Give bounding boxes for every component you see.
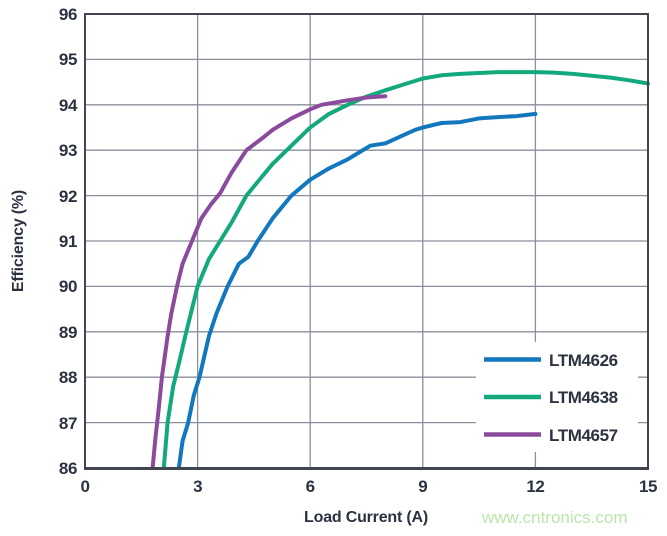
y-tick-label: 94: [58, 95, 78, 115]
y-tick-label: 86: [58, 459, 78, 478]
watermark: www.cntronics.com: [482, 508, 628, 527]
x-axis-title: Load Current (A): [304, 509, 428, 526]
y-tick-label: 93: [58, 141, 78, 161]
legend-label-LTM4626: LTM4626: [549, 350, 618, 370]
x-tick-label: 12: [526, 477, 545, 496]
y-tick-label: 90: [58, 277, 78, 297]
y-tick-label: 95: [58, 50, 78, 70]
y-tick-label: 92: [58, 186, 78, 206]
x-tick-label: 3: [193, 477, 203, 496]
curve-LTM4657: [150, 94, 388, 470]
x-tick-label: 9: [418, 477, 428, 496]
legend-label-LTM4657: LTM4657: [549, 425, 618, 445]
y-tick-label: 88: [58, 368, 78, 388]
y-tick-label: 89: [58, 322, 78, 342]
curve-LTM4638: [161, 70, 650, 470]
x-tick-label: 6: [305, 477, 315, 496]
curve-LTM4626: [176, 111, 538, 470]
legend-label-LTM4638: LTM4638: [549, 388, 618, 407]
x-tick-label: 0: [80, 477, 90, 496]
y-tick-label: 96: [58, 5, 78, 24]
y-tick-label: 87: [58, 413, 78, 433]
y-tick-label: 91: [58, 232, 78, 251]
x-tick-label: 15: [638, 477, 658, 496]
